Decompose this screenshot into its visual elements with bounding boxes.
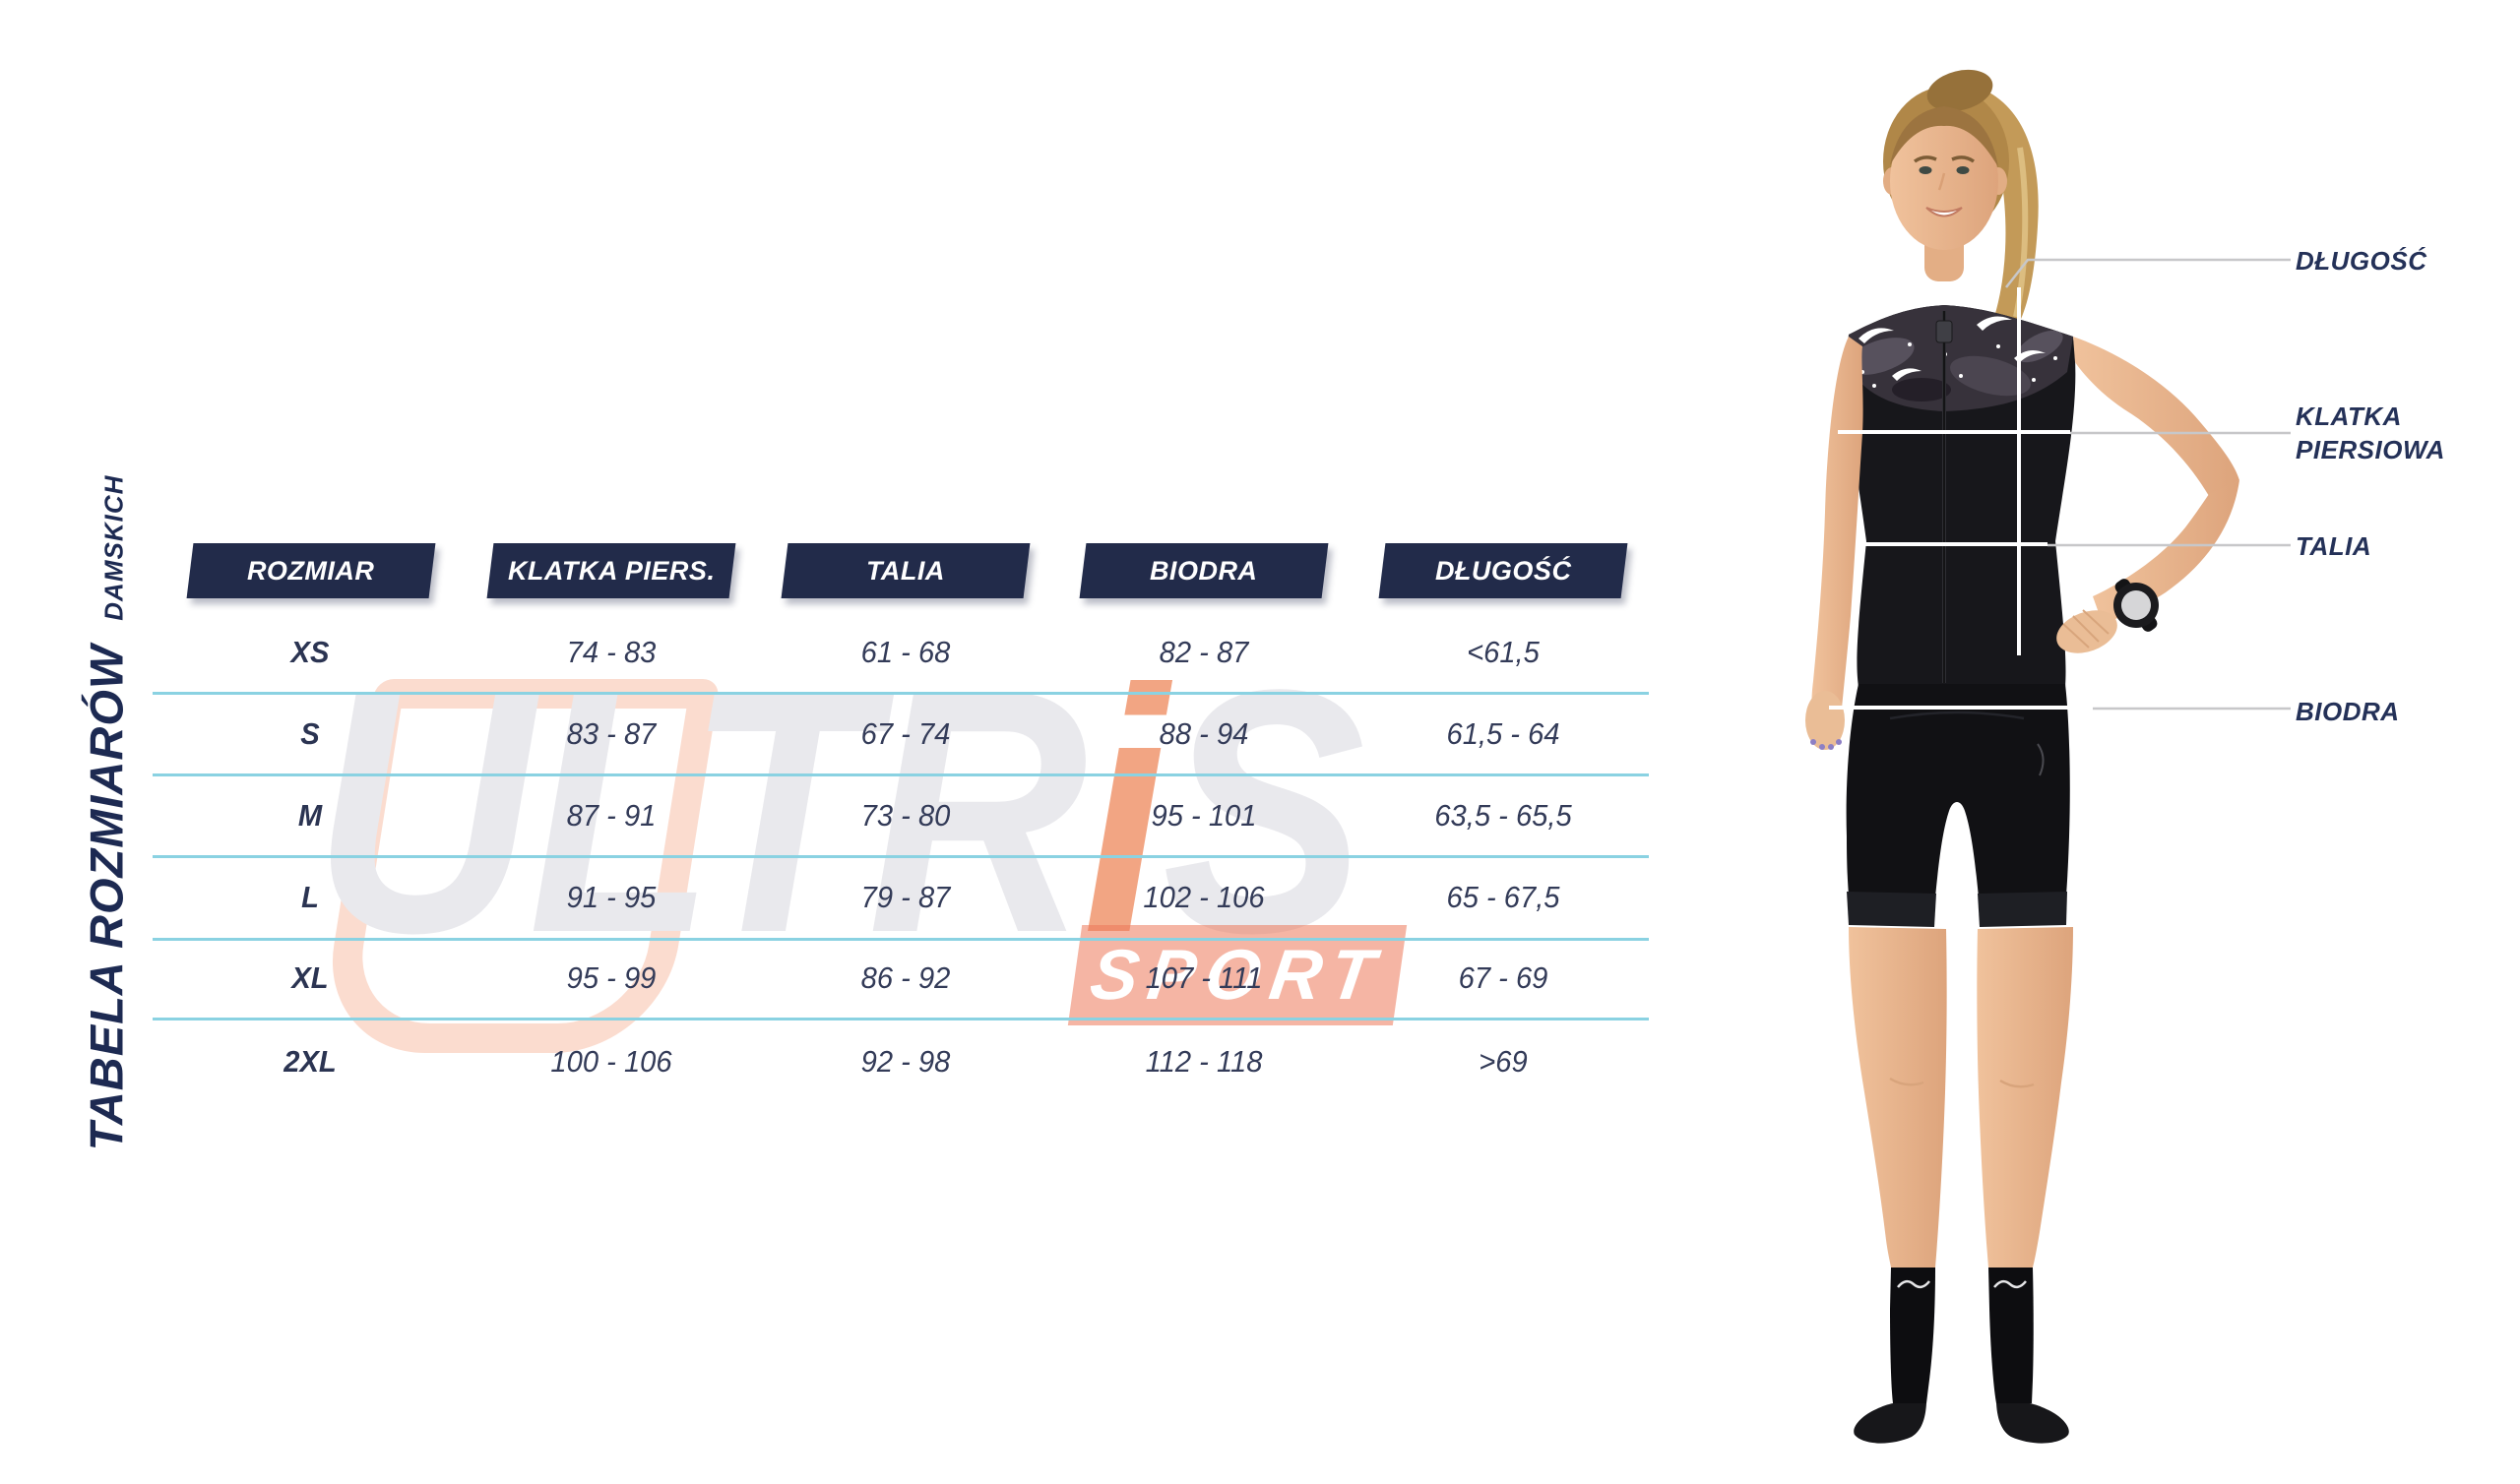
- measure-label-biodra: BIODRA: [2296, 697, 2400, 726]
- measure-label-klatka-line2: PIERSIOWA: [2296, 435, 2445, 464]
- table-cell: 95 - 99: [566, 960, 657, 995]
- table-cell: 86 - 92: [860, 960, 951, 995]
- length-leader-line: [2005, 258, 2291, 288]
- finger-lines: [2062, 609, 2110, 649]
- shorts-logo: [2037, 743, 2045, 776]
- column-header-label: KLATKA PIERS.: [507, 555, 716, 586]
- row-divider: [153, 773, 1649, 776]
- page-title: TABELA ROZMIARÓW DAMSKICH: [80, 475, 134, 1151]
- column-header-label: DŁUGOŚĆ: [1434, 555, 1572, 586]
- nail: [1810, 739, 1816, 745]
- page-title-main: TABELA ROZMIARÓW: [80, 644, 133, 1151]
- table-cell: 67 - 69: [1458, 960, 1548, 995]
- size-cell: XL: [291, 960, 329, 995]
- nail: [1836, 739, 1842, 745]
- shorts-seam: [1889, 711, 2025, 720]
- size-cell: M: [297, 798, 323, 833]
- table-cell: 107 - 111: [1145, 960, 1263, 995]
- table-cell: 100 - 106: [550, 1044, 672, 1079]
- table-cell: 95 - 101: [1151, 798, 1257, 833]
- measure-label-klatka-line1: KLATKA: [2296, 402, 2402, 431]
- row-divider: [153, 855, 1649, 858]
- table-cell: 88 - 94: [1159, 716, 1249, 751]
- column-header-talia: TALIA: [781, 543, 1031, 598]
- column-header-label: BIODRA: [1150, 555, 1258, 586]
- table-cell: 91 - 95: [566, 880, 657, 914]
- column-header-label: ROZMIAR: [247, 555, 375, 586]
- row-divider: [153, 692, 1649, 695]
- table-cell: 82 - 87: [1159, 635, 1249, 669]
- table-cell: 102 - 106: [1143, 880, 1265, 914]
- table-cell: >69: [1479, 1044, 1528, 1079]
- column-header-rozmiar: ROZMIAR: [186, 543, 436, 598]
- nail: [1819, 744, 1825, 750]
- column-header-biodra: BIODRA: [1079, 543, 1329, 598]
- column-header-klatka: KLATKA PIERS.: [486, 543, 736, 598]
- table-cell: 79 - 87: [860, 880, 951, 914]
- column-header-dlugosc: DŁUGOŚĆ: [1378, 543, 1628, 598]
- model-head: [1883, 69, 2009, 281]
- measure-label-klatka: KLATKA PIERSIOWA: [2296, 400, 2445, 466]
- cycling-shorts: [1846, 684, 2070, 897]
- table-cell: 92 - 98: [860, 1044, 951, 1079]
- left-foot: [1996, 1403, 2069, 1444]
- column-header-label: TALIA: [866, 555, 945, 586]
- measure-label-dlugosc: DŁUGOŚĆ: [2296, 246, 2427, 276]
- nail: [1828, 744, 1834, 750]
- table-cell: 67 - 74: [860, 716, 951, 751]
- table-cell: <61,5: [1467, 635, 1540, 669]
- size-cell: 2XL: [284, 1044, 337, 1079]
- knee-lines: [1889, 1077, 2035, 1088]
- model-left-leg: [1977, 927, 2073, 1268]
- zipper-pull: [1935, 320, 1953, 343]
- table-cell: 73 - 80: [860, 798, 951, 833]
- sock-logo: [1993, 1279, 2027, 1289]
- watermark-brand-gray: ULTR: [313, 617, 1088, 1005]
- model-left-hand: [2056, 610, 2117, 653]
- size-cell: XS: [290, 635, 330, 669]
- size-cell: L: [301, 880, 319, 914]
- table-cell: 61 - 68: [860, 635, 951, 669]
- size-cell: S: [300, 716, 320, 751]
- right-sock: [1890, 1268, 1935, 1403]
- left-sock: [1988, 1268, 2034, 1403]
- table-cell: 74 - 83: [566, 635, 657, 669]
- sport-watch: [2113, 579, 2159, 632]
- table-cell: 61,5 - 64: [1446, 716, 1560, 751]
- right-foot: [1854, 1403, 1926, 1444]
- table-cell: 63,5 - 65,5: [1434, 798, 1572, 833]
- measure-label-talia: TALIA: [2296, 531, 2372, 561]
- row-divider: [153, 1018, 1649, 1020]
- model-right-leg: [1849, 927, 1947, 1268]
- model-right-arm: [1811, 337, 1863, 718]
- shorts-right-band: [1978, 892, 2067, 927]
- row-divider: [153, 938, 1649, 941]
- table-cell: 83 - 87: [566, 716, 657, 751]
- watermark-brand-text: ULTRiS: [313, 638, 1365, 984]
- model-photo: [1805, 69, 2291, 1444]
- table-cell: 112 - 118: [1145, 1044, 1263, 1079]
- model-left-upper-arm: [2073, 337, 2239, 496]
- sock-logo: [1897, 1279, 1930, 1289]
- page-title-qualifier: DAMSKICH: [98, 474, 129, 621]
- shorts-left-band: [1847, 892, 1936, 927]
- table-cell: 87 - 91: [566, 798, 657, 833]
- table-cell: 65 - 67,5: [1446, 880, 1560, 914]
